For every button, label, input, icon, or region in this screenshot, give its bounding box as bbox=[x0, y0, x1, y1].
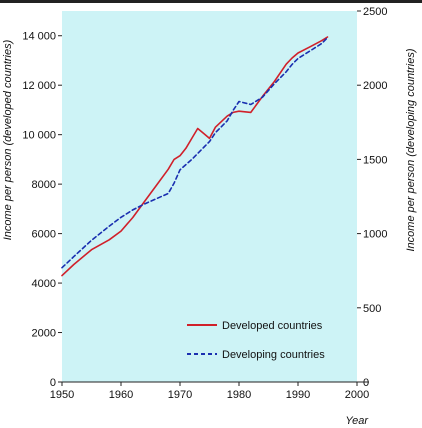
right-tick-label: 1500 bbox=[363, 154, 387, 166]
left-axis-ticks: 0 2000 4000 6000 8000 10 000 12 000 14 000 bbox=[22, 31, 62, 389]
right-tick-label: 500 bbox=[363, 303, 381, 315]
right-axis-title: Income per person (developing countries) bbox=[405, 48, 417, 251]
left-tick-label: 6000 bbox=[32, 229, 56, 241]
left-tick-label: 0 bbox=[50, 377, 56, 389]
x-tick-label: 1960 bbox=[109, 389, 133, 401]
legend-label-developed: Developed countries bbox=[222, 320, 323, 332]
x-axis-ticks: 1950 1960 1970 1980 1990 2000 bbox=[50, 381, 369, 401]
plot-area bbox=[62, 11, 357, 382]
left-tick-label: 10 000 bbox=[22, 130, 56, 142]
legend-label-developing: Developing countries bbox=[222, 349, 325, 361]
x-tick-label: 1950 bbox=[50, 389, 74, 401]
right-tick-label: 1000 bbox=[363, 229, 387, 241]
x-tick-label: 1970 bbox=[168, 389, 192, 401]
left-tick-label: 14 000 bbox=[22, 31, 56, 43]
legend: Developed countries Developing countries bbox=[187, 320, 325, 361]
left-axis-title: Income per person (developed countries) bbox=[2, 39, 14, 240]
left-tick-label: 2000 bbox=[32, 328, 56, 340]
left-tick-label: 12 000 bbox=[22, 80, 56, 92]
right-tick-label: 2500 bbox=[363, 6, 387, 18]
x-axis-title: Year bbox=[345, 415, 369, 427]
series-line-developing bbox=[61, 36, 329, 269]
series-line-developed bbox=[61, 36, 329, 277]
x-tick-label: 2000 bbox=[345, 389, 369, 401]
x-tick-label: 1980 bbox=[227, 389, 251, 401]
left-tick-label: 8000 bbox=[32, 179, 56, 191]
right-tick-label: 0 bbox=[363, 377, 369, 389]
x-tick-label: 1990 bbox=[286, 389, 310, 401]
left-tick-label: 4000 bbox=[32, 278, 56, 290]
right-axis-ticks: 0 500 1000 1500 2000 2500 bbox=[357, 6, 387, 389]
top-rule bbox=[0, 0, 422, 3]
right-tick-label: 2000 bbox=[363, 80, 387, 92]
series-layer bbox=[61, 36, 329, 277]
